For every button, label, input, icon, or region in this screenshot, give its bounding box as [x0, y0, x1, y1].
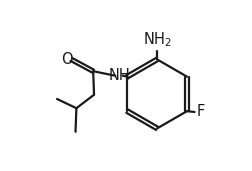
Text: NH$_2$: NH$_2$: [143, 30, 172, 49]
Text: NH: NH: [109, 68, 131, 83]
Text: O: O: [61, 52, 73, 67]
Text: F: F: [197, 104, 205, 120]
